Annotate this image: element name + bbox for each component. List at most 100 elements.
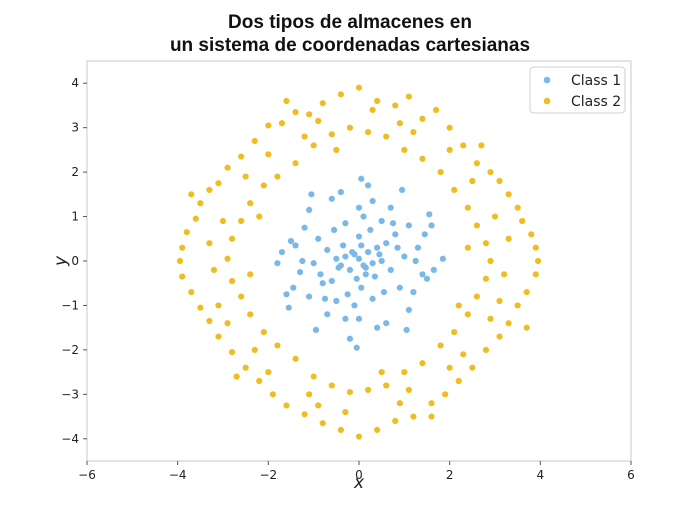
data-point (446, 124, 453, 131)
data-point (482, 275, 490, 282)
data-point (315, 117, 322, 125)
data-point (380, 289, 388, 296)
data-point (491, 213, 499, 220)
data-point (324, 311, 331, 318)
data-point (392, 417, 399, 425)
data-point (265, 122, 272, 129)
data-point (292, 160, 299, 167)
data-point (319, 280, 326, 287)
data-point (274, 342, 281, 349)
data-point (482, 346, 490, 353)
data-point (410, 413, 417, 420)
data-point (367, 226, 374, 233)
data-point (455, 377, 462, 385)
data-point (387, 204, 394, 211)
data-point (337, 91, 344, 98)
data-point (378, 369, 385, 376)
data-point (446, 146, 453, 153)
data-point (432, 106, 440, 113)
legend-marker (543, 76, 551, 84)
x-axis-label: x (353, 473, 365, 493)
data-point (505, 191, 512, 198)
data-point (342, 409, 349, 416)
data-point (274, 260, 281, 267)
data-point (197, 304, 204, 311)
data-point (238, 217, 245, 225)
data-point (238, 293, 245, 300)
data-point (442, 391, 449, 398)
data-point (346, 124, 354, 131)
data-point (242, 364, 249, 371)
x-tick-label: 0 (355, 468, 363, 482)
data-point (396, 400, 403, 407)
data-point (383, 240, 390, 247)
data-point (206, 240, 213, 247)
series-1-points (274, 175, 446, 351)
data-point (251, 346, 258, 353)
data-point (358, 175, 365, 182)
data-point (419, 271, 426, 278)
data-point (210, 266, 218, 273)
data-point (514, 302, 521, 309)
data-point (292, 109, 299, 116)
data-point (179, 244, 186, 251)
data-point (256, 377, 263, 385)
y-tick-label: −2 (61, 343, 79, 357)
data-point (405, 93, 412, 100)
data-point (215, 180, 222, 187)
data-point (301, 133, 308, 140)
y-tick-label: −3 (61, 387, 79, 401)
legend-label: Class 1 (571, 73, 621, 89)
data-point (496, 177, 503, 185)
data-point (228, 349, 236, 356)
data-point (401, 369, 408, 376)
data-point (364, 182, 372, 189)
x-tick-label: 4 (537, 468, 545, 482)
data-point (473, 160, 480, 167)
data-point (319, 100, 326, 107)
data-point (455, 302, 462, 309)
data-point (396, 120, 403, 127)
data-point (344, 291, 351, 298)
data-point (319, 420, 326, 427)
data-point (330, 226, 338, 233)
data-point (215, 302, 222, 309)
data-point (224, 320, 231, 327)
data-point (534, 257, 542, 265)
data-point (310, 142, 317, 149)
data-point (355, 204, 363, 211)
data-point (328, 277, 335, 285)
data-point (265, 369, 272, 376)
data-point (383, 133, 390, 140)
data-point (224, 164, 231, 171)
data-point (371, 273, 378, 280)
data-point (355, 84, 363, 91)
data-point (301, 224, 308, 231)
legend: Class 1 Class 2 (529, 66, 626, 114)
data-point (333, 255, 340, 262)
data-point (283, 291, 290, 298)
data-point (188, 191, 195, 198)
series-2-points (176, 84, 542, 440)
data-point (328, 195, 335, 202)
data-point (464, 244, 471, 251)
data-point (355, 233, 363, 240)
data-point (299, 257, 306, 265)
y-axis-label: y (51, 255, 71, 267)
data-point (430, 266, 437, 273)
data-point (283, 402, 290, 409)
data-point (496, 297, 503, 305)
data-point (285, 304, 292, 311)
data-point (428, 400, 435, 407)
data-point (364, 129, 372, 136)
data-point (290, 284, 297, 291)
data-point (405, 386, 412, 393)
legend-label: Class 2 (571, 94, 621, 110)
data-point (369, 197, 376, 205)
data-point (473, 293, 480, 300)
data-point (464, 311, 471, 318)
data-point (487, 169, 494, 176)
data-point (451, 329, 458, 336)
data-point (401, 146, 408, 153)
